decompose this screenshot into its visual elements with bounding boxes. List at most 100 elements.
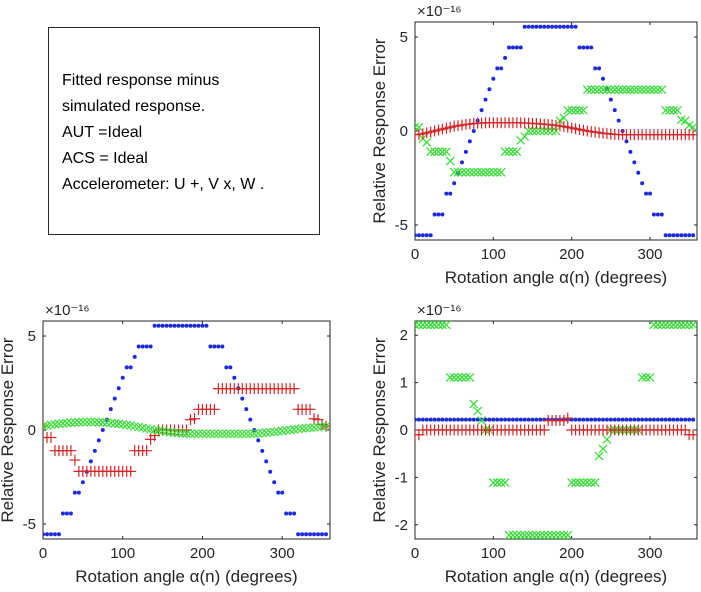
data-point [166, 427, 175, 437]
data-point [530, 24, 535, 29]
data-point [224, 365, 229, 370]
data-point [301, 423, 311, 433]
data-point [430, 147, 440, 157]
data-point [637, 85, 647, 95]
data-point [624, 139, 629, 144]
data-point [272, 480, 277, 485]
x-tick-label: 0 [411, 545, 419, 562]
data-point [479, 108, 484, 113]
data-point [164, 323, 169, 328]
series-V [43, 417, 330, 439]
data-point [680, 321, 690, 330]
y-tick-label: 0 [400, 422, 408, 439]
data-point [531, 530, 541, 539]
data-point [441, 147, 451, 157]
data-point [148, 344, 153, 349]
data-point [72, 490, 77, 495]
data-point [520, 132, 530, 142]
data-point [500, 147, 510, 157]
series-V [415, 321, 697, 539]
data-point [518, 417, 523, 422]
data-point [444, 417, 449, 422]
data-point [245, 429, 255, 439]
data-point [522, 417, 527, 422]
x-axis-label: Rotation angle α(n) (degrees) [445, 268, 667, 287]
data-point [586, 85, 596, 95]
data-point [120, 375, 125, 380]
data-point [320, 532, 325, 537]
data-point [186, 429, 195, 439]
data-point [436, 417, 441, 422]
data-point [528, 530, 537, 539]
data-point [90, 417, 100, 427]
data-point [269, 427, 279, 437]
data-point [589, 417, 594, 422]
data-point [575, 478, 584, 488]
data-point [86, 417, 96, 427]
data-point [567, 478, 577, 488]
data-point [208, 344, 213, 349]
data-point [304, 403, 316, 415]
data-point [538, 424, 550, 436]
data-point [463, 417, 468, 422]
data-point [305, 423, 315, 433]
data-point [160, 323, 165, 328]
annotation-line: Accelerometer: U +, V x, W . [62, 176, 265, 193]
data-point [65, 445, 77, 457]
data-point [571, 478, 581, 488]
data-point [92, 448, 97, 453]
data-point [632, 417, 637, 422]
data-point [577, 45, 582, 50]
data-point [571, 105, 581, 115]
data-point [608, 417, 613, 422]
series-U [43, 383, 330, 477]
data-point [479, 417, 484, 422]
chart-panel-bottom-right: 0 100 200 300 -2 -1 0 1 2 ×10⁻¹⁶ Rotation angle α(… [370, 302, 698, 586]
data-point [669, 105, 678, 115]
data-point [461, 167, 471, 177]
data-point [531, 126, 541, 136]
data-point [198, 429, 207, 439]
data-point [281, 425, 291, 435]
data-point [62, 418, 72, 428]
data-point [292, 511, 297, 516]
data-point [691, 233, 696, 238]
data-point [659, 417, 664, 422]
data-point [312, 532, 317, 537]
data-point [539, 530, 549, 539]
data-point [45, 432, 57, 444]
data-point [649, 85, 659, 95]
exponent-label: ×10⁻¹⁶ [417, 3, 462, 20]
data-point [416, 417, 421, 422]
data-point [437, 321, 447, 330]
y-tick-label: -5 [23, 516, 36, 533]
series-U [415, 117, 697, 141]
data-point [98, 418, 108, 427]
data-point [202, 429, 211, 439]
markers [415, 24, 697, 238]
data-point [542, 24, 547, 29]
annotation-box: Fitted response minus simulated response… [48, 27, 320, 235]
data-point [309, 422, 319, 432]
y-tick-label: -2 [395, 517, 408, 534]
data-point [180, 323, 185, 328]
data-point [563, 105, 573, 115]
data-point [507, 417, 511, 422]
data-point [672, 321, 682, 330]
data-point [248, 417, 253, 422]
data-point [253, 428, 263, 438]
data-point [573, 24, 578, 29]
y-axis-label: Relative Response Error [370, 38, 389, 224]
data-point [209, 429, 219, 439]
data-point [112, 396, 117, 401]
data-point [473, 167, 483, 177]
y-tick-label: -5 [395, 217, 408, 234]
data-point [452, 417, 457, 422]
data-point [44, 532, 49, 537]
data-point [422, 321, 432, 330]
data-point [653, 85, 663, 95]
data-point [288, 511, 293, 516]
data-point [265, 427, 275, 437]
data-point [88, 459, 93, 464]
